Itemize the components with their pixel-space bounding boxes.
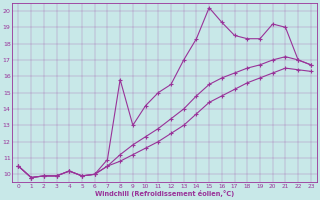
X-axis label: Windchill (Refroidissement éolien,°C): Windchill (Refroidissement éolien,°C)	[95, 190, 234, 197]
